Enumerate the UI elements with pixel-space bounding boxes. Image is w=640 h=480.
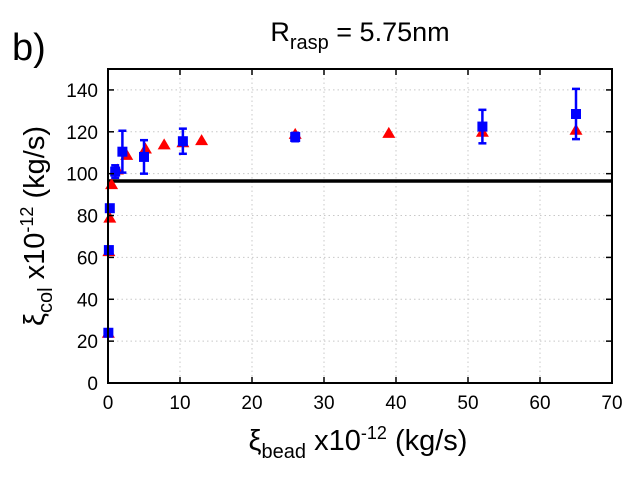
square-point (139, 151, 149, 162)
title-main: R (270, 17, 290, 47)
plot-frame (107, 68, 613, 384)
y-tick-label: 100 (66, 165, 98, 186)
y-axis-label: ξcol x10-12 (kg/s) (17, 126, 57, 326)
title-subscript: rasp (290, 32, 329, 54)
triangle-point (103, 211, 117, 223)
y-ticks: 0 20 40 60 80 100 120 140 (66, 81, 612, 395)
square-point (290, 132, 301, 143)
square-point (117, 146, 128, 157)
x-ticks: 0 10 20 30 40 50 60 70 (103, 69, 623, 414)
y-tick-label: 140 (66, 81, 98, 102)
x-tick-label: 10 (169, 393, 190, 414)
panel-label: b) (12, 27, 46, 69)
grid (108, 69, 612, 383)
square-point (477, 121, 488, 132)
series-layer (101, 87, 583, 338)
y-tick-label: 0 (87, 374, 98, 395)
series-triangles (101, 123, 583, 338)
x-axis-label: ξbead x10-12 (kg/s) (249, 423, 468, 463)
title-rest: = 5.75nm (329, 17, 450, 47)
x-tick-label: 50 (457, 393, 478, 414)
chart-title: Rrasp = 5.75nm (270, 17, 449, 54)
series-squares (103, 87, 581, 338)
triangle-point (157, 138, 171, 150)
square-point (177, 136, 188, 147)
y-tick-label: 40 (77, 290, 98, 311)
triangle-point (382, 126, 396, 138)
triangle-point (138, 142, 152, 154)
y-tick-label: 120 (66, 123, 98, 144)
y-tick-label: 20 (77, 332, 98, 353)
x-tick-label: 70 (601, 393, 622, 414)
square-point (110, 166, 121, 177)
y-tick-label: 80 (77, 207, 98, 228)
x-tick-label: 30 (313, 393, 334, 414)
x-tick-label: 20 (241, 393, 262, 414)
x-tick-label: 0 (103, 393, 114, 414)
x-tick-label: 40 (385, 393, 406, 414)
triangle-point (195, 134, 209, 146)
y-tick-label: 60 (77, 248, 98, 269)
x-tick-label: 60 (529, 393, 550, 414)
square-point (104, 203, 115, 214)
square-point (571, 109, 581, 120)
